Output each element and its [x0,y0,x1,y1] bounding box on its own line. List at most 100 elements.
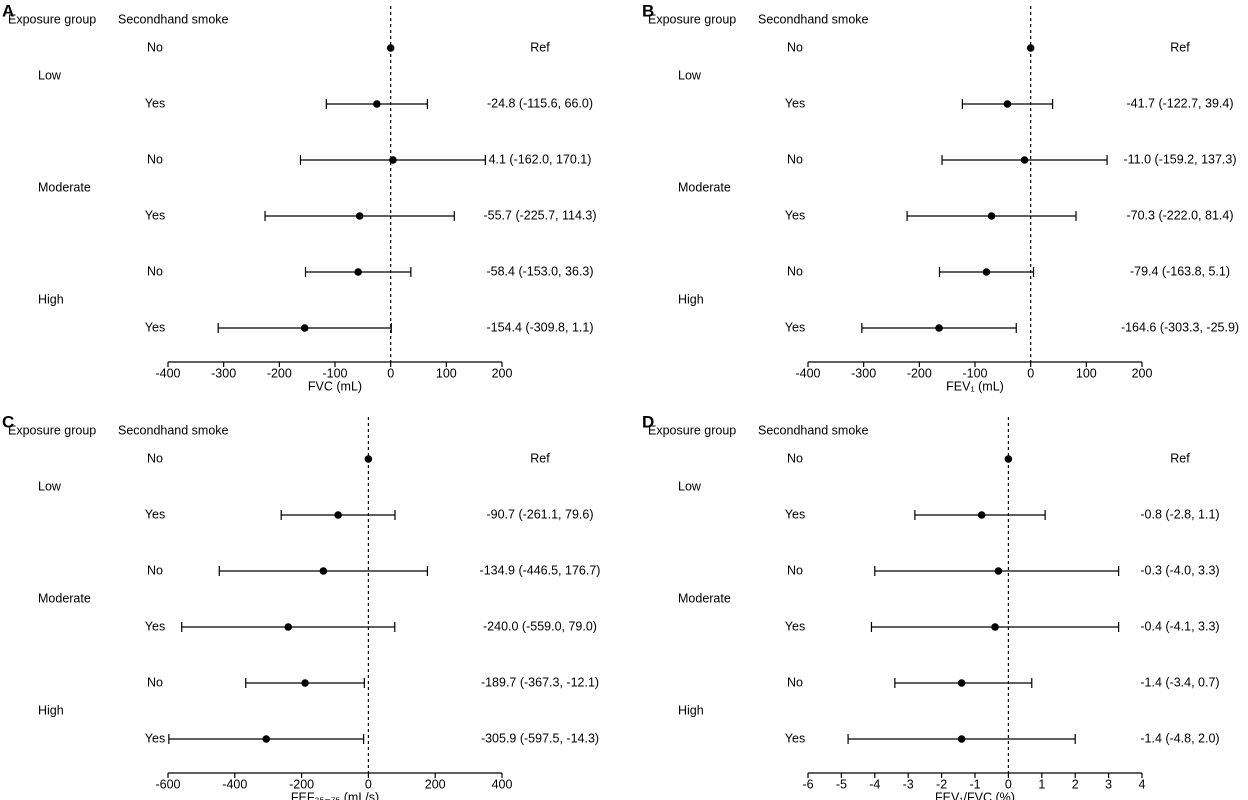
row-label: Yes [145,507,165,521]
value-label: -164.6 (-303.3, -25.9) [1121,320,1239,334]
x-tick-label: -200 [267,366,292,380]
row-label: No [787,563,803,577]
x-axis-label: FEV₁ (mL) [946,379,1004,393]
x-tick-label: -3 [903,777,914,791]
value-label: Ref [530,40,550,54]
point-estimate [982,268,991,276]
row-label: Yes [145,320,165,334]
x-tick-label: -4 [869,777,880,791]
value-label: -55.7 (-225.7, 114.3) [483,208,596,222]
point-estimate [991,623,999,631]
value-label: Ref [1170,40,1190,54]
x-tick-label: 0 [1005,777,1012,791]
value-label: -1.4 (-3.4, 0.7) [1140,675,1219,689]
point-estimate [386,44,395,52]
row-label: No [147,264,163,278]
x-tick-label: 0 [365,777,372,791]
row-label: Yes [145,731,165,745]
group-header: Exposure group [648,12,736,26]
row-label: No [147,152,163,166]
value-label: -240.0 (-559.0, 79.0) [483,619,597,633]
x-tick-label: 2 [1072,777,1079,791]
point-estimate [994,567,1003,575]
value-label: -1.4 (-4.8, 2.0) [1140,731,1219,745]
x-axis-label: FVC (mL) [308,379,362,393]
group-label: Low [678,68,702,82]
x-tick-label: -5 [836,777,847,791]
point-estimate [262,735,271,743]
group-header: Exposure group [8,423,96,437]
value-label: -0.8 (-2.8, 1.1) [1140,507,1219,521]
row-label: Yes [785,619,805,633]
row-label: Yes [145,208,165,222]
value-label: -24.8 (-115.6, 66.0) [487,96,593,110]
group-label: Moderate [38,180,91,194]
row-label: No [787,451,803,465]
x-tick-label: 100 [1076,366,1097,380]
value-label: -134.9 (-446.5, 176.7) [480,563,601,577]
x-tick-label: 4 [1139,777,1146,791]
value-label: -154.4 (-309.8, 1.1) [486,320,593,334]
point-estimate [301,679,309,687]
point-estimate [334,511,342,519]
value-label: -79.4 (-163.8, 5.1) [1130,264,1230,278]
subgroup-header: Secondhand smoke [758,12,869,26]
point-estimate [1003,100,1012,108]
value-label: -90.7 (-261.1, 79.6) [486,507,593,521]
x-tick-label: 3 [1105,777,1112,791]
value-label: -0.4 (-4.1, 3.3) [1140,619,1219,633]
point-estimate [364,455,373,463]
value-label: -189.7 (-367.3, -12.1) [481,675,599,689]
row-label: No [147,563,163,577]
x-tick-label: 0 [387,366,394,380]
point-estimate [300,324,309,332]
group-label: Low [678,479,702,493]
group-label: High [678,703,704,717]
subgroup-header: Secondhand smoke [758,423,869,437]
point-estimate [977,511,986,519]
x-tick-label: -200 [907,366,932,380]
group-label: High [678,292,704,306]
row-label: Yes [145,96,165,110]
value-label: -70.3 (-222.0, 81.4) [1126,208,1233,222]
x-axis-label: FEV₁/FVC (%) [935,790,1015,800]
panel-letter: D [642,412,654,431]
value-label: -58.4 (-153.0, 36.3) [486,264,593,278]
row-label: No [787,675,803,689]
group-header: Exposure group [8,12,96,26]
value-label: Ref [1170,451,1190,465]
x-tick-label: 200 [492,366,513,380]
row-label: Yes [785,208,805,222]
row-label: Yes [785,731,805,745]
value-label: Ref [530,451,550,465]
row-label: Yes [785,320,805,334]
x-tick-label: -200 [289,777,314,791]
point-estimate [284,623,293,631]
x-tick-label: -600 [155,777,180,791]
point-estimate [373,100,381,108]
panel-letter: A [2,1,14,20]
point-estimate [1004,455,1013,463]
x-tick-label: 200 [1132,366,1153,380]
point-estimate [1026,44,1035,52]
x-axis-label: FEF₂₅₋₇₅ (mL/s) [291,790,379,800]
subgroup-header: Secondhand smoke [118,423,229,437]
value-label: -0.3 (-4.0, 3.3) [1140,563,1219,577]
point-estimate [957,679,966,687]
row-label: Yes [145,619,165,633]
value-label: -305.9 (-597.5, -14.3) [481,731,599,745]
panel-letter: C [2,412,14,431]
x-tick-label: -400 [155,366,180,380]
group-header: Exposure group [648,423,736,437]
point-estimate [355,212,364,220]
row-label: No [787,264,803,278]
value-label: -41.7 (-122.7, 39.4) [1126,96,1233,110]
x-tick-label: 0 [1027,366,1034,380]
x-tick-label: -400 [222,777,247,791]
x-tick-label: -400 [795,366,820,380]
point-estimate [987,212,996,220]
group-label: Low [38,68,62,82]
